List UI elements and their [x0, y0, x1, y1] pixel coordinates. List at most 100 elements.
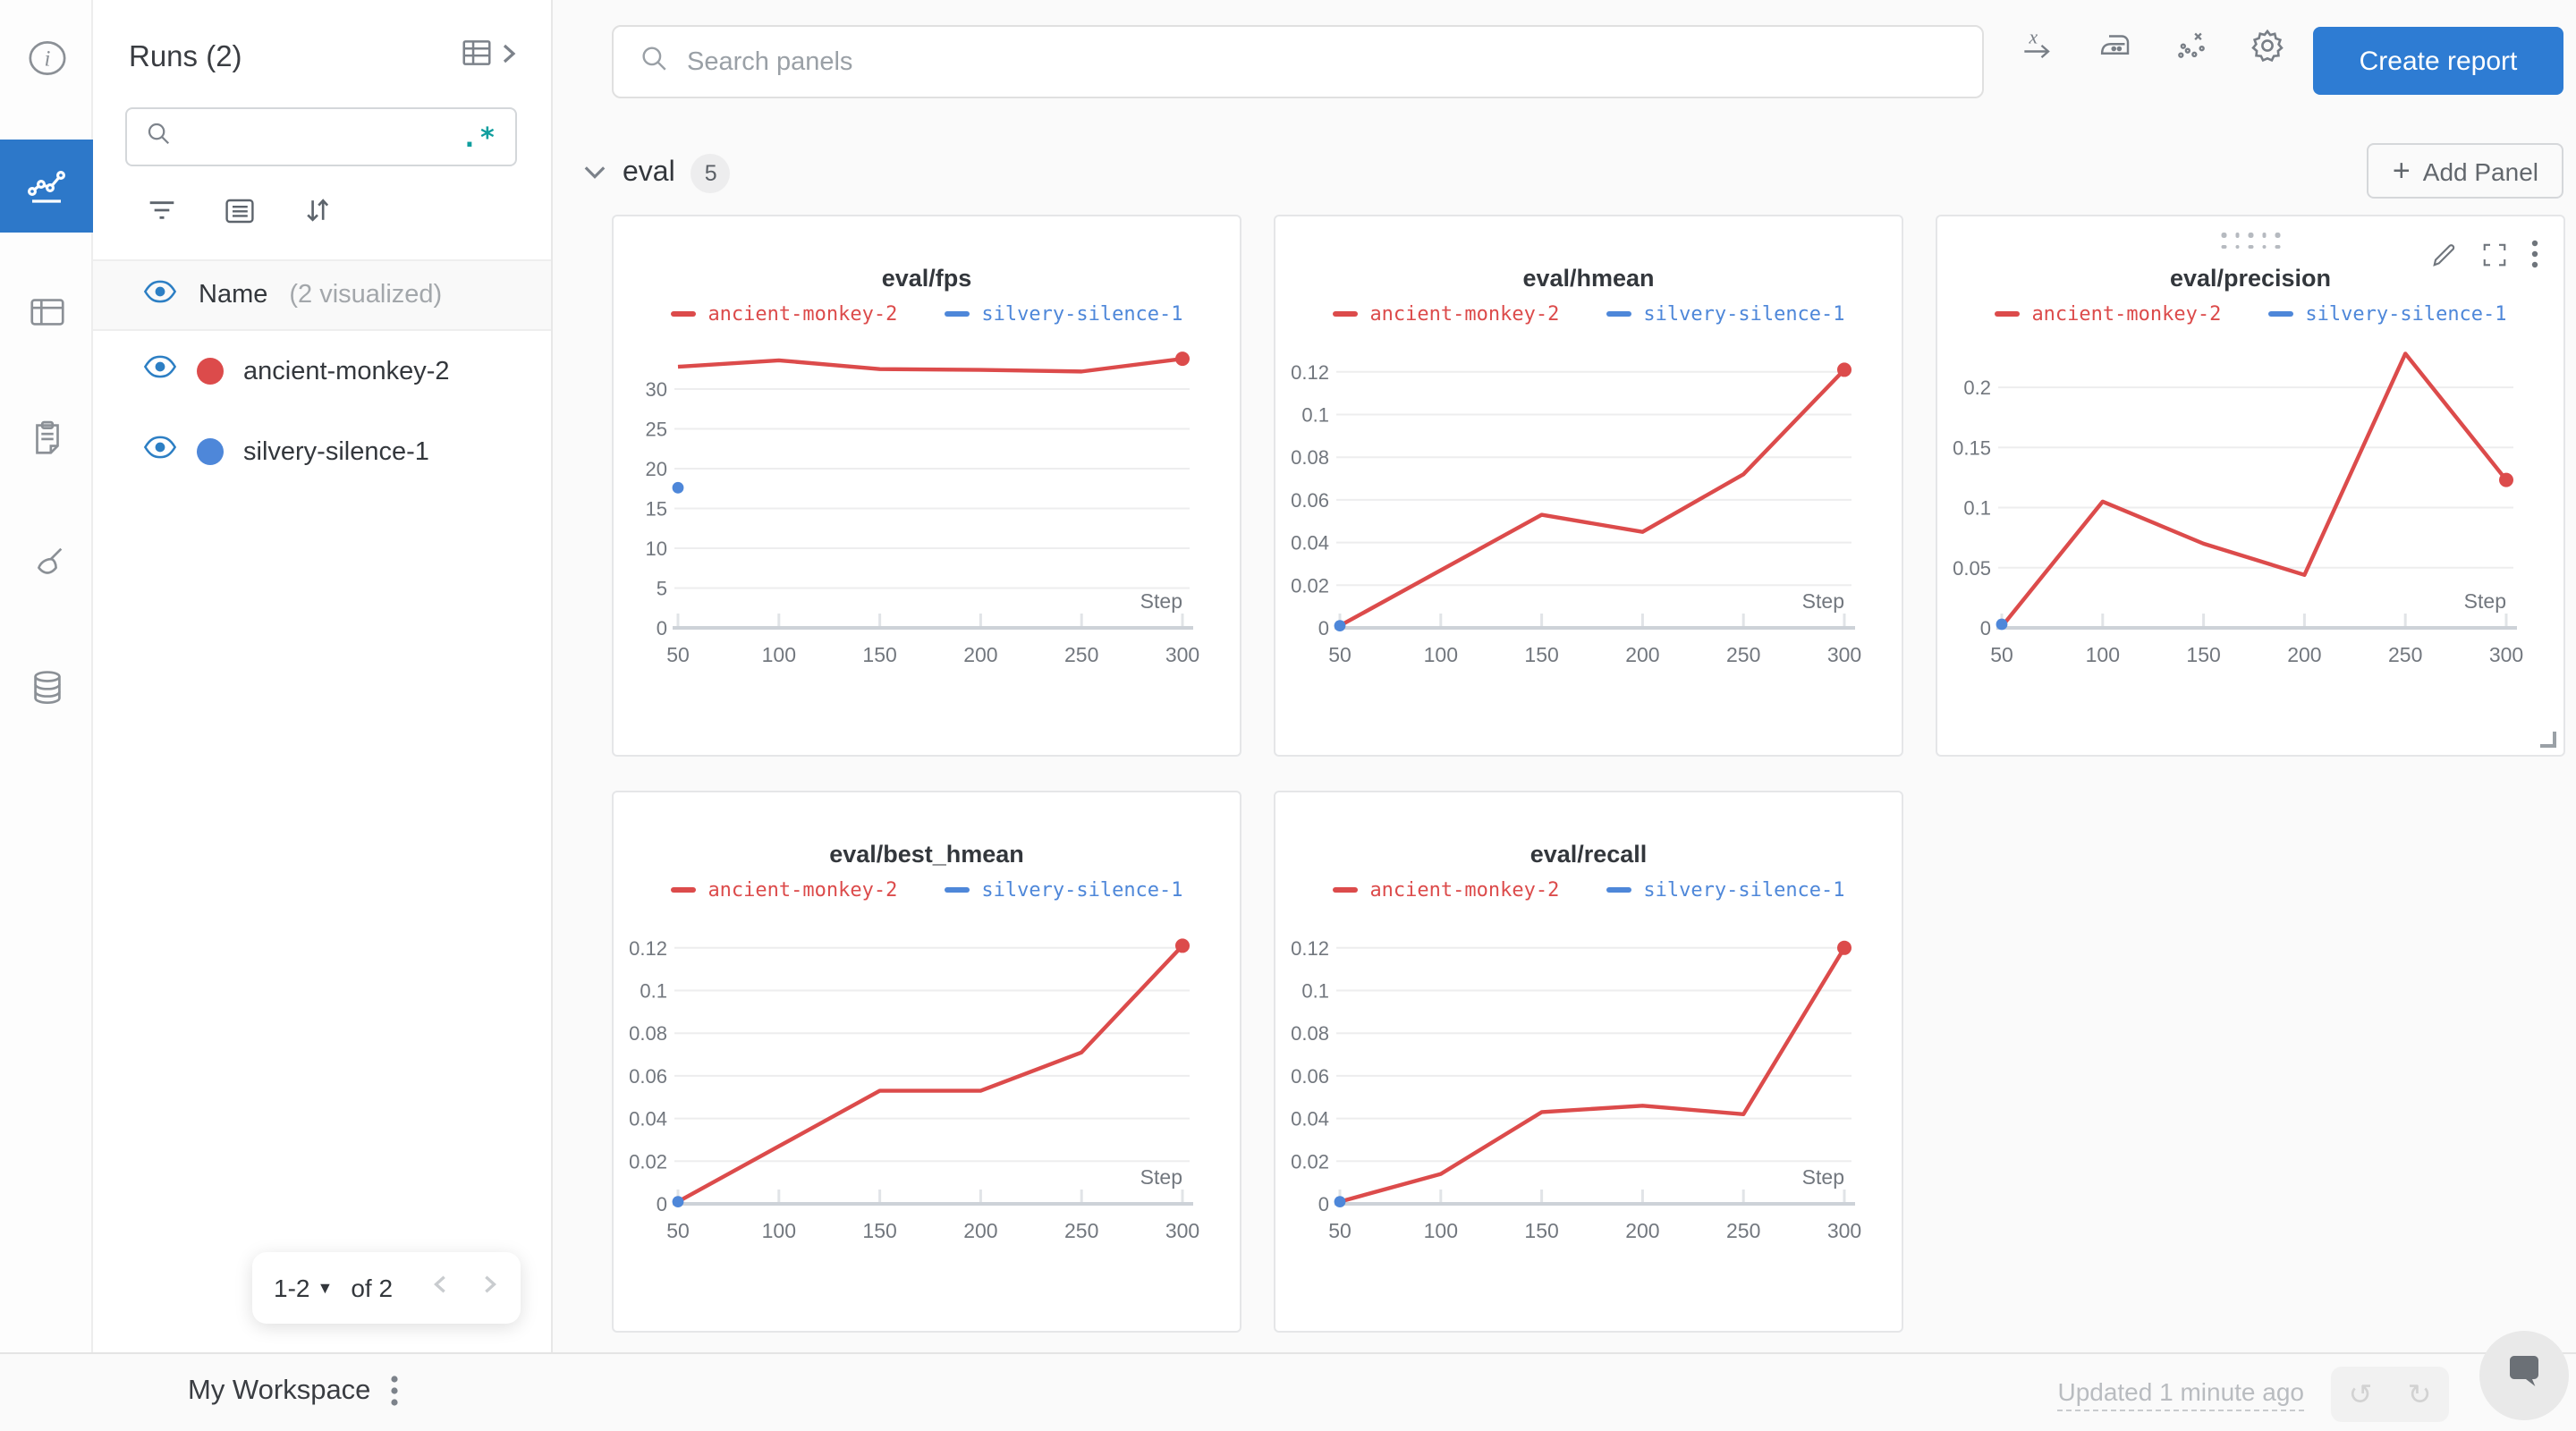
rail-item-charts[interactable]: [0, 140, 93, 233]
section-title[interactable]: eval: [623, 157, 675, 188]
legend-run-name[interactable]: ancient-monkey-2: [1369, 302, 1560, 326]
workspace-menu-kebab-icon[interactable]: [390, 1374, 399, 1417]
section-collapse-chevron-icon[interactable]: [583, 157, 606, 190]
svg-text:150: 150: [1524, 1219, 1558, 1242]
panel-legend: ancient-monkey-2 silvery-silence-1: [614, 878, 1240, 902]
panel-title: eval/hmean: [1522, 265, 1655, 292]
next-page-chevron-icon[interactable]: [479, 1271, 499, 1305]
svg-text:100: 100: [762, 643, 796, 666]
table-icon: [26, 291, 67, 332]
filter-icon[interactable]: [147, 197, 177, 233]
svg-text:x: x: [2029, 27, 2038, 47]
add-panel-button[interactable]: + Add Panel: [2367, 143, 2563, 199]
run-row[interactable]: silvery-silence-1: [93, 411, 551, 492]
runs-visualized-label: (2 visualized): [289, 281, 443, 309]
runs-header-row[interactable]: Name (2 visualized): [93, 259, 551, 331]
svg-text:0.12: 0.12: [629, 937, 667, 960]
legend-run-name[interactable]: ancient-monkey-2: [708, 302, 898, 326]
svg-text:50: 50: [666, 643, 690, 666]
legend-item: silvery-silence-1: [1606, 302, 1845, 326]
prev-page-chevron-icon[interactable]: [431, 1271, 451, 1305]
legend-dash-icon: [1606, 310, 1631, 318]
redo-icon[interactable]: ↻: [2407, 1380, 2432, 1410]
database-icon: [26, 666, 67, 707]
chat-bubble-icon: [2503, 1350, 2546, 1401]
panel-legend: ancient-monkey-2 silvery-silence-1: [614, 302, 1240, 326]
smoothing-iron-icon[interactable]: [2097, 26, 2134, 72]
legend-run-name[interactable]: ancient-monkey-2: [2031, 302, 2222, 326]
workspace-title: My Workspace: [188, 1376, 371, 1406]
run-color-dot: [197, 438, 224, 465]
chart-panel[interactable]: 0 0.05 0.1 0.15 0.2 50 100 150 200 250 300 Step eva…: [1936, 215, 2565, 757]
panel-drag-handle-icon[interactable]: [2221, 233, 2280, 249]
eye-icon[interactable]: [143, 354, 177, 388]
outliers-icon[interactable]: [2174, 27, 2209, 72]
panel-search-bar[interactable]: [612, 25, 1984, 98]
fullscreen-icon[interactable]: [2481, 241, 2508, 276]
legend-item: ancient-monkey-2: [1332, 878, 1559, 902]
info-icon: i: [26, 37, 67, 78]
svg-text:100: 100: [1424, 1219, 1458, 1242]
svg-text:300: 300: [1165, 1219, 1199, 1242]
legend-run-name[interactable]: silvery-silence-1: [981, 302, 1183, 326]
svg-text:Step: Step: [1140, 1165, 1182, 1189]
svg-text:0.15: 0.15: [1953, 436, 1991, 459]
svg-text:0: 0: [1980, 617, 1991, 639]
runs-table-toggle-icon[interactable]: [460, 36, 494, 79]
panel-legend: ancient-monkey-2 silvery-silence-1: [1275, 878, 1902, 902]
chart-panel[interactable]: 0 0.02 0.04 0.06 0.08 0.1 0.12 50 100 150 200 250 30…: [612, 791, 1241, 1333]
legend-run-name[interactable]: ancient-monkey-2: [708, 878, 898, 902]
svg-text:25: 25: [646, 418, 667, 440]
runs-search-input[interactable]: [186, 123, 462, 150]
panel-search-input[interactable]: [687, 47, 1957, 76]
chart-panel[interactable]: 0 0.02 0.04 0.06 0.08 0.1 0.12 50 100 150 200 250 30…: [1274, 215, 1903, 757]
legend-dash-icon: [1332, 886, 1358, 893]
panel-resize-handle[interactable]: [2540, 732, 2556, 748]
chat-fab-button[interactable]: [2479, 1331, 2569, 1420]
legend-run-name[interactable]: silvery-silence-1: [981, 878, 1183, 902]
page-range-dropdown[interactable]: 1-2 ▼: [274, 1274, 334, 1302]
legend-dash-icon: [670, 310, 696, 318]
updated-timestamp[interactable]: Updated 1 minute ago: [2057, 1377, 2304, 1411]
rail-item-sweeps[interactable]: [0, 515, 93, 608]
panel-kebab-icon[interactable]: [2531, 240, 2538, 277]
rail-item-notes[interactable]: [0, 390, 93, 483]
regex-toggle[interactable]: .*: [461, 121, 497, 153]
chart-panel[interactable]: 0 0.02 0.04 0.06 0.08 0.1 0.12 50 100 150 200 250 30…: [1274, 791, 1903, 1333]
chart-panel[interactable]: 0 5 10 15 20 25 30 50 100 150 200 250 300 Step eval/f…: [612, 215, 1241, 757]
svg-text:Step: Step: [1802, 1165, 1844, 1189]
legend-run-name[interactable]: silvery-silence-1: [2305, 302, 2507, 326]
run-color-dot: [197, 358, 224, 385]
legend-run-name[interactable]: silvery-silence-1: [1643, 878, 1845, 902]
svg-text:30: 30: [646, 378, 667, 401]
x-axis-settings-icon[interactable]: x: [2021, 26, 2057, 72]
svg-text:Step: Step: [2464, 589, 2506, 613]
legend-item: ancient-monkey-2: [1332, 302, 1559, 326]
panels-grid: 0 5 10 15 20 25 30 50 100 150 200 250 300 Step eval/f…: [612, 215, 2576, 1333]
legend-run-name[interactable]: ancient-monkey-2: [1369, 878, 1560, 902]
rail-item-artifacts[interactable]: [0, 640, 93, 733]
left-rail: i: [0, 0, 93, 1352]
workspace-bottom-bar: My Workspace Updated 1 minute ago ↺ ↻: [0, 1352, 2576, 1431]
rail-item-table[interactable]: [0, 265, 93, 358]
svg-text:Step: Step: [1140, 589, 1182, 613]
legend-dash-icon: [944, 310, 970, 318]
runs-search-box[interactable]: .*: [125, 107, 517, 166]
svg-text:Step: Step: [1802, 589, 1844, 613]
svg-text:300: 300: [1827, 643, 1861, 666]
group-list-icon[interactable]: [224, 196, 256, 233]
rail-item-info[interactable]: i: [0, 11, 93, 104]
sort-icon[interactable]: [302, 195, 333, 234]
legend-run-name[interactable]: silvery-silence-1: [1643, 302, 1845, 326]
undo-icon[interactable]: ↺: [2348, 1380, 2373, 1410]
expand-runs-chevron-icon[interactable]: [497, 40, 519, 74]
eye-icon[interactable]: [143, 435, 177, 469]
svg-text:0.1: 0.1: [1301, 980, 1329, 1003]
eye-icon[interactable]: [143, 278, 177, 312]
create-report-button[interactable]: Create report: [2313, 27, 2563, 95]
settings-gear-icon[interactable]: [2249, 26, 2286, 72]
run-row[interactable]: ancient-monkey-2: [93, 331, 551, 411]
svg-text:200: 200: [1625, 1219, 1659, 1242]
edit-panel-pencil-icon[interactable]: [2431, 241, 2458, 276]
